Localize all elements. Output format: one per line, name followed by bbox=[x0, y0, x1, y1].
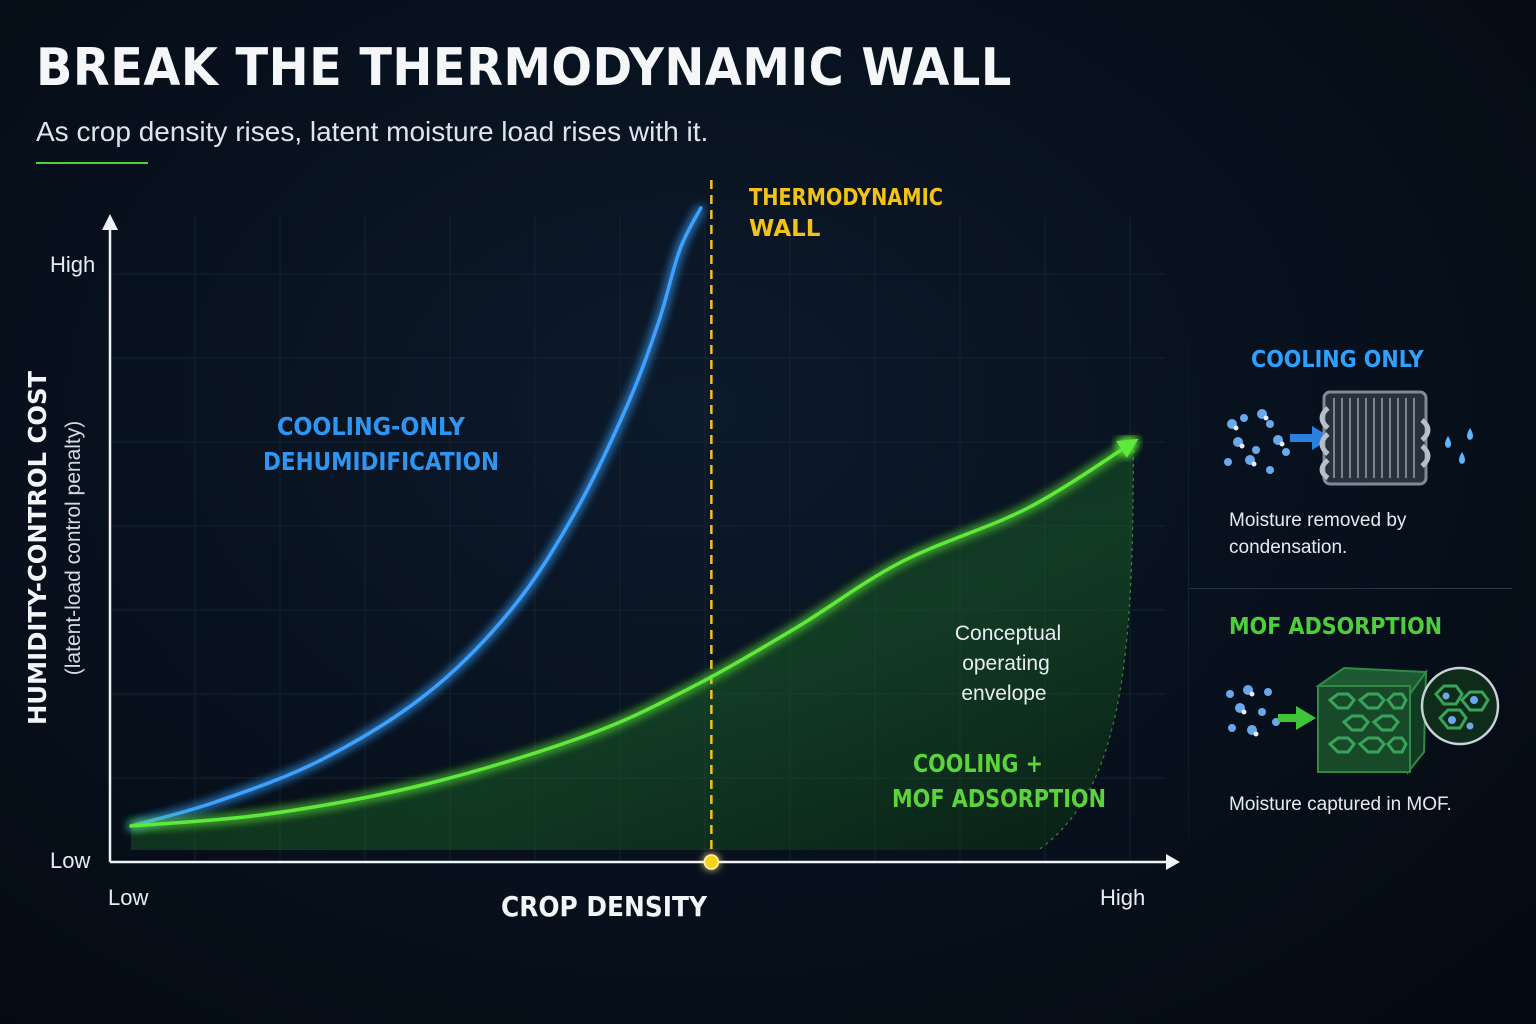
series-arrowhead-cooling-mof bbox=[1116, 438, 1139, 458]
cooling-only-caption-line-1: Moisture removed by bbox=[1229, 510, 1407, 531]
envelope-label-line-2: operating bbox=[962, 652, 1050, 675]
y-tick-label-low: Low bbox=[50, 848, 90, 873]
envelope-label-line-3: envelope bbox=[961, 682, 1046, 705]
envelope-label-line-1: Conceptual bbox=[955, 622, 1061, 645]
page-subtitle: As crop density rises, latent moisture l… bbox=[36, 116, 709, 147]
series-label-cooling-only-line-1: COOLING-ONLY bbox=[277, 412, 466, 441]
wall-label-line-1: THERMODYNAMIC bbox=[749, 185, 943, 211]
condenser-coil-icon bbox=[1224, 390, 1473, 486]
series-label-cooling-mof-line-1: COOLING + bbox=[913, 749, 1043, 778]
x-tick-label-high: High bbox=[1100, 885, 1145, 910]
cooling-only-caption-line-2: condensation. bbox=[1229, 537, 1348, 558]
x-tick-label-low: Low bbox=[108, 885, 148, 910]
cooling-only-caption: Moisture removed by condensation. bbox=[1229, 507, 1406, 561]
cooling-only-heading: COOLING ONLY bbox=[1251, 347, 1424, 373]
mof-lattice-icon bbox=[1226, 666, 1500, 775]
operating-envelope-edge bbox=[1038, 449, 1134, 851]
y-axis-sublabel: (latent-load control penalty) bbox=[62, 421, 85, 675]
y-tick-label-high: High bbox=[50, 252, 95, 277]
title-underline bbox=[36, 162, 148, 164]
y-axis-arrowhead bbox=[102, 214, 118, 230]
side-panel-divider bbox=[1190, 588, 1512, 589]
page-title: BREAK THE THERMODYNAMIC WALL bbox=[36, 38, 1012, 98]
wall-label-line-2: WALL bbox=[749, 216, 821, 242]
series-line-cooling-only bbox=[129, 206, 703, 828]
thermodynamic-wall-marker bbox=[703, 854, 720, 870]
series-line-cooling-mof bbox=[129, 440, 1136, 828]
series-label-cooling-only-line-2: DEHUMIDIFICATION bbox=[263, 447, 499, 476]
mof-adsorption-caption: Moisture captured in MOF. bbox=[1229, 794, 1452, 815]
side-panel-separator bbox=[1188, 340, 1189, 840]
y-axis-label: HUMIDITY-CONTROL COST bbox=[23, 371, 52, 725]
operating-envelope-area bbox=[131, 442, 1134, 850]
x-axis-arrowhead bbox=[1166, 854, 1180, 870]
series-label-cooling-mof-line-2: MOF ADSORPTION bbox=[892, 784, 1106, 813]
x-axis-label: CROP DENSITY bbox=[501, 890, 708, 923]
mof-adsorption-heading: MOF ADSORPTION bbox=[1229, 614, 1443, 640]
